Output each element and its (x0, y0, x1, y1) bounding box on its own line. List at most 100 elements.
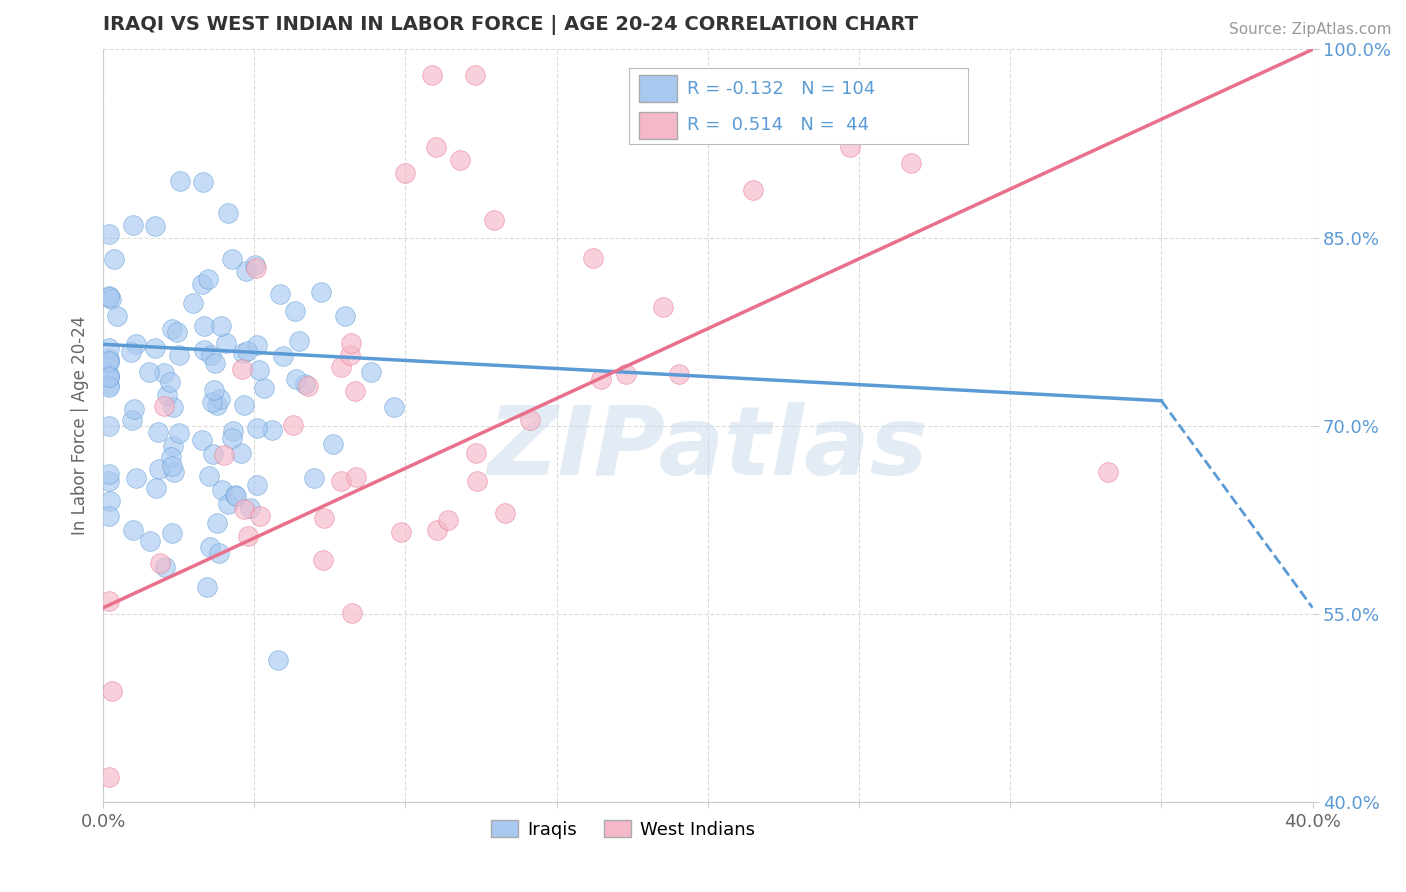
Point (191, 277, 214, 291)
Point (297, 378, 319, 392)
Point (437, 513, 460, 527)
Point (267, 653, 290, 667)
Point (98, 370, 121, 384)
Point (245, 261, 267, 276)
Point (98, 353, 121, 368)
Point (98, 418, 121, 433)
Point (482, 213, 505, 227)
Point (668, 368, 690, 382)
Point (169, 348, 191, 362)
Point (209, 319, 232, 334)
Point (193, 343, 215, 357)
Point (394, 166, 416, 180)
Point (98, 227, 121, 242)
Point (229, 446, 252, 460)
Point (281, 417, 304, 432)
Point (340, 606, 363, 620)
Point (98, 508, 121, 523)
Point (330, 474, 353, 488)
Point (145, 341, 167, 355)
Point (198, 469, 221, 483)
Point (100, 494, 122, 508)
Point (139, 533, 162, 548)
Point (103, 252, 125, 267)
Point (214, 449, 236, 463)
Point (100, 292, 122, 306)
Text: ZIPatlas: ZIPatlas (488, 402, 928, 495)
Point (329, 359, 352, 374)
Point (249, 508, 271, 523)
Point (125, 471, 148, 485)
Point (195, 580, 218, 594)
Point (215, 336, 238, 351)
Point (232, 398, 254, 412)
Point (98, 341, 121, 355)
Point (120, 344, 142, 359)
Point (208, 392, 231, 406)
Point (204, 356, 226, 370)
Point (124, 337, 146, 351)
Point (166, 325, 188, 339)
Point (205, 516, 228, 531)
Point (425, 140, 447, 154)
Point (614, 368, 637, 382)
Point (312, 511, 335, 525)
Point (253, 381, 276, 395)
Point (339, 348, 361, 362)
Point (160, 322, 183, 336)
Point (163, 465, 186, 479)
Point (145, 481, 167, 495)
Point (309, 285, 332, 299)
Y-axis label: In Labor Force | Age 20-24: In Labor Force | Age 20-24 (72, 317, 89, 535)
Point (269, 286, 291, 301)
Point (285, 371, 308, 385)
Point (153, 399, 176, 413)
Point (519, 413, 541, 427)
Point (98, 594, 121, 608)
Point (201, 447, 224, 461)
Point (389, 524, 412, 539)
Point (224, 487, 246, 501)
Point (235, 344, 257, 359)
Point (138, 365, 160, 379)
Point (197, 271, 219, 285)
Point (191, 175, 214, 189)
Point (221, 252, 243, 266)
Point (335, 310, 357, 324)
Point (169, 173, 191, 187)
Point (198, 540, 221, 554)
Point (181, 296, 204, 310)
Point (122, 402, 145, 417)
Point (98, 351, 121, 366)
Point (231, 362, 253, 376)
Point (162, 401, 184, 415)
Point (494, 506, 516, 520)
Point (121, 412, 143, 426)
Point (236, 528, 259, 542)
Point (122, 218, 145, 232)
Point (98, 467, 121, 482)
Point (465, 446, 488, 460)
Point (98, 290, 121, 304)
Point (420, 68, 443, 82)
Point (149, 556, 172, 570)
Point (582, 251, 605, 265)
Point (1097, 465, 1119, 479)
Point (247, 363, 270, 377)
Point (232, 502, 254, 516)
Point (101, 683, 124, 698)
Point (146, 425, 169, 439)
Point (225, 489, 247, 503)
Point (200, 348, 222, 362)
Point (98, 377, 121, 392)
Point (105, 310, 128, 324)
Point (260, 423, 283, 437)
Point (288, 334, 311, 349)
Point (98, 770, 121, 784)
Point (193, 318, 215, 333)
Point (900, 156, 922, 170)
Point (222, 425, 245, 439)
Point (322, 436, 344, 450)
Point (121, 523, 143, 537)
Point (208, 546, 231, 560)
